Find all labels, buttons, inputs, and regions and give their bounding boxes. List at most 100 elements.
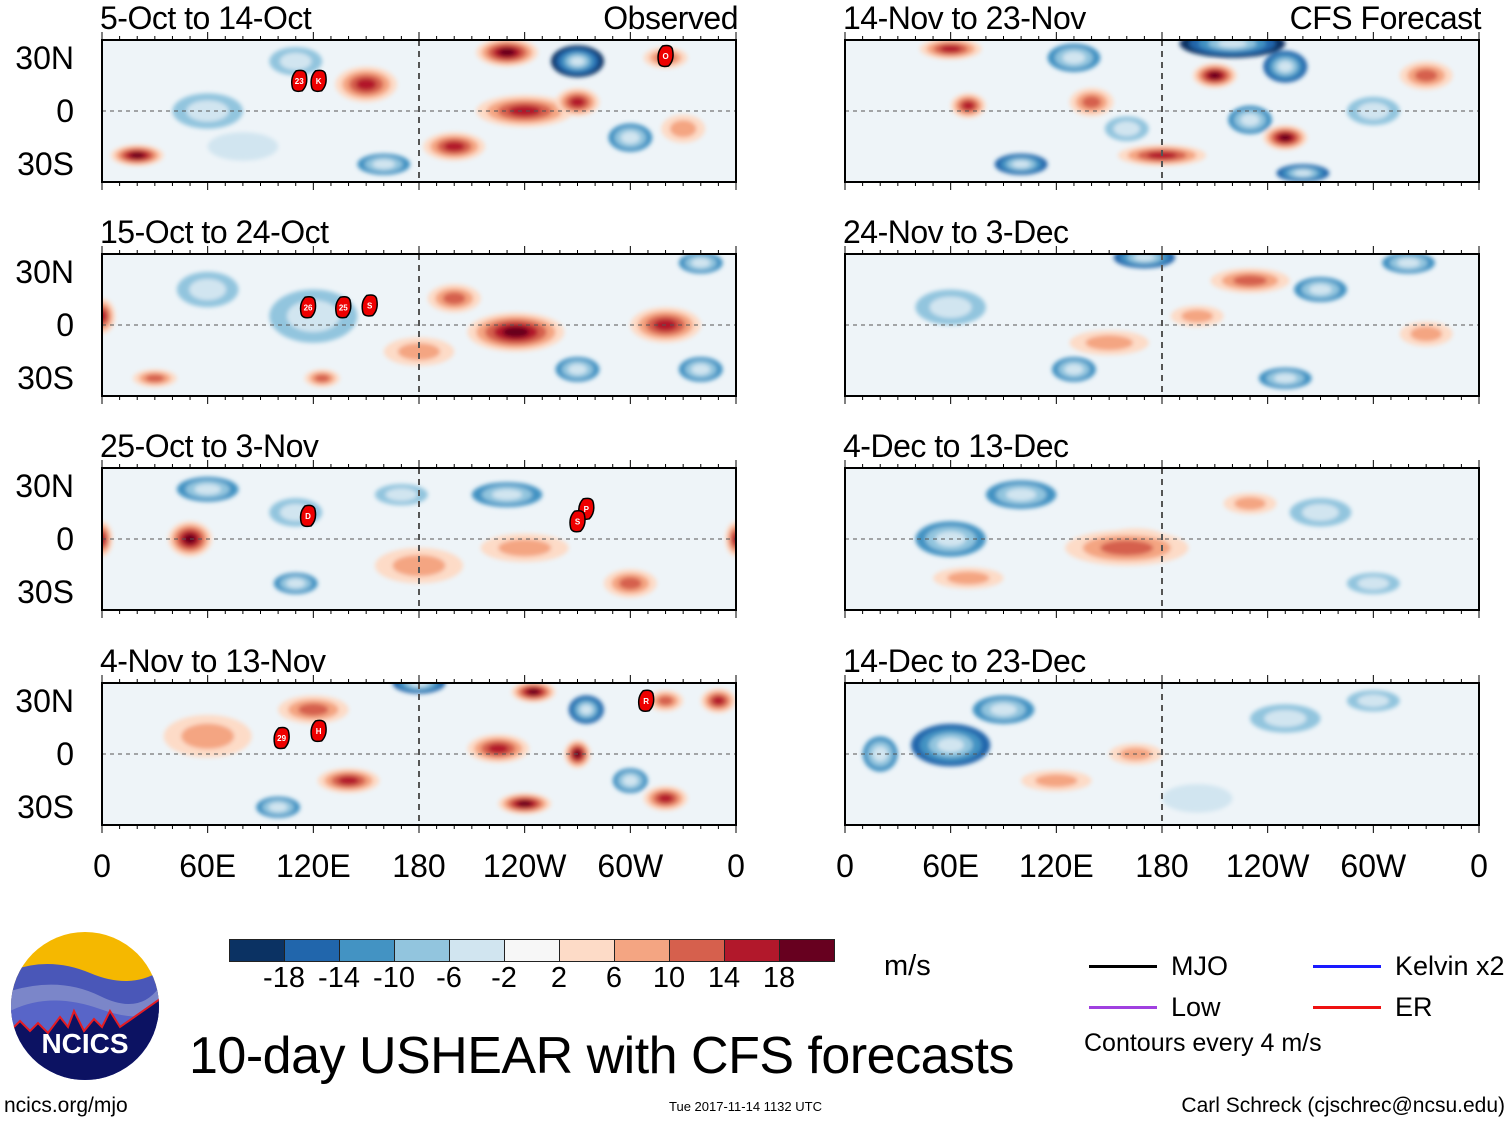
shear-map [844,32,1480,190]
panel-title: 5-Oct to 14-Oct [100,0,312,36]
lat-label: 30N [15,254,74,290]
contour-note: Contours every 4 m/s [1084,1029,1322,1057]
anomaly-contour [929,296,972,318]
panel-title: 14-Nov to 23-Nov [843,0,1086,36]
anomaly-contour [130,152,145,159]
colorbar-tick-label: 18 [762,962,796,994]
lon-label: 0 [727,848,745,884]
lon-label: 120E [1018,848,1094,884]
colorbar-tick-label: 6 [605,962,623,994]
storm-label: S [575,517,581,526]
lat-label: 0 [56,307,74,343]
anomaly-contour [298,703,329,716]
map-panel: 4-Dec to 13-Dec [843,428,1480,618]
anomaly-contour [181,723,235,750]
anomaly-contour [568,364,587,375]
lon-label: 0 [93,848,111,884]
colorbar-swatch [450,940,505,961]
logo-text: NCICS [41,1028,128,1059]
storm-label: P [584,505,590,514]
lat-label: 0 [56,521,74,557]
lat-label: 30S [17,360,74,396]
legend-line [1313,1006,1381,1009]
colorbar-tick-label: -2 [491,962,517,994]
colorbar-tick-label: -6 [436,962,462,994]
map-panel: 5-Oct to 14-Oct Observed 23 K O [100,0,738,190]
anomaly-contour [102,310,107,323]
map-panel: 25-Oct to 3-Nov D P S [100,428,737,618]
storm-label: 29 [277,734,286,743]
anomaly-contour [937,738,964,753]
storm-label: K [316,77,322,86]
anomaly-contour [1162,784,1233,813]
lat-label: 30N [15,40,74,76]
anomaly-contour [1357,694,1390,708]
anomaly-contour [1100,540,1154,556]
anomaly-contour [502,326,530,338]
anomaly-contour [498,539,552,557]
anomaly-contour [1233,275,1268,286]
figure-title: 10-day USHEAR with CFS forecasts [189,1027,1014,1085]
panel-title: 4-Nov to 13-Nov [100,643,326,679]
lon-label: 120W [482,848,567,884]
shear-map: 29 H R [101,675,737,833]
anomaly-contour [1279,134,1292,142]
colorbar-tick-label: -10 [373,962,415,994]
shear-map [844,460,1480,618]
map-panel: 15-Oct to 24-Oct 26 25 S [100,214,737,404]
anomaly-contour [712,696,725,705]
anomaly-contour [580,704,593,715]
anomaly-contour [487,743,509,754]
anomaly-contour [1218,40,1247,48]
panel-title: 15-Oct to 24-Oct [100,214,329,250]
legend-label: Low [1171,992,1221,1022]
map-panel: 14-Dec to 23-Dec [843,643,1480,833]
anomaly-contour [1064,364,1084,375]
tropical-cyclone-icon: O [657,44,674,68]
colorbar-swatch [560,940,615,961]
legend-line [1089,1006,1157,1009]
anomaly-contour [962,101,975,110]
tropical-cyclone-icon: R [637,689,655,712]
anomaly-contour [338,776,359,785]
site-link[interactable]: ncics.org/mjo [4,1094,128,1117]
anomaly-contour [268,802,288,812]
colorbar-tick-label: 10 [652,962,686,994]
anomaly-contour [1397,258,1420,268]
colorbar-tick-label: -18 [263,962,305,994]
colorbar-tick-label: -14 [318,962,360,994]
anomaly-contour [189,278,227,301]
storm-label: 23 [295,77,304,86]
anomaly-contour [1240,113,1260,126]
anomaly-contour [1085,335,1133,351]
map-panel: 14-Nov to 23-Nov CFS Forecast [843,0,1482,190]
colorbar-swatch [505,940,560,961]
anomaly-contour [207,132,279,161]
legend-label: MJO [1171,951,1228,981]
colorbar-swatch [230,940,285,961]
anomaly-contour [508,105,541,117]
timestamp: Tue 2017-11-14 1132 UTC [669,1099,822,1114]
anomaly-contour [1294,170,1312,177]
tropical-cyclone-icon: P [578,497,595,521]
map-panel: 24-Nov to 3-Dec [843,214,1480,404]
anomaly-contour [1410,326,1443,342]
anomaly-contour [570,97,585,107]
lon-label: 60W [597,848,664,884]
anomaly-contour [279,52,312,70]
panel-title: 24-Nov to 3-Dec [843,214,1069,250]
anomaly-contour [658,696,674,706]
anomaly-contour [619,577,642,590]
shear-map: D PS [101,460,737,618]
anomaly-contour [691,364,711,375]
storm-label: H [316,727,322,736]
anomaly-contour [622,775,638,786]
anomaly-contour [372,159,396,169]
tropical-cyclone-icon: S [569,510,586,533]
anomaly-contour [669,120,697,138]
lon-label: 0 [836,848,854,884]
colorbar-swatch [615,940,670,961]
lat-label: 0 [56,736,74,772]
panel-title: 14-Dec to 23-Dec [843,643,1086,679]
tropical-cyclone-icon: H [310,719,327,743]
